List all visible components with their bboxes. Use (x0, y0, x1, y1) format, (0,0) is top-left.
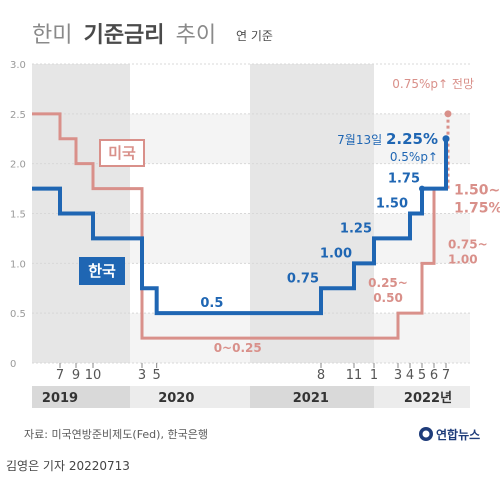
x-tick-label: 3 (138, 368, 146, 383)
x-tick-label: 3 (394, 368, 402, 383)
data-label-us: 0.75~ (448, 237, 488, 251)
x-tick-label: 11 (346, 368, 363, 383)
year-label: 2019 (42, 391, 78, 406)
data-label-korea: 1.50 (376, 197, 408, 212)
series-marks (32, 110, 452, 340)
data-label-us: 1.75% (454, 201, 500, 217)
data-label-korea: 0.5 (200, 296, 223, 311)
series-line-korea (32, 138, 448, 316)
x-tick-label: 8 (317, 368, 325, 383)
legend-box (79, 257, 125, 285)
y-tick-label: 2.5 (10, 110, 26, 121)
year-label: 2020 (158, 391, 194, 406)
data-label-us: 0.25~ (368, 276, 408, 290)
globe-icon-center (422, 430, 430, 438)
yonhap-logo: 연합뉴스 (419, 427, 480, 442)
x-tick-label: 6 (430, 368, 438, 383)
year-strip-band (250, 386, 374, 408)
us-forecast-label: 0.75%p↑ 전망 (392, 77, 474, 91)
korea-end-point (442, 135, 450, 143)
data-label-korea: 0.75 (287, 271, 319, 286)
series-name-box: 한국 (79, 257, 125, 285)
data-label-us: 1.50~ (454, 183, 500, 199)
data-label-korea: 1.75 (388, 172, 420, 187)
series-name: 미국 (108, 144, 136, 162)
title-part-2: 기준금리 (84, 23, 165, 48)
year-label: 2022년 (404, 391, 452, 406)
callout-change: 0.5%p↑ (390, 150, 438, 164)
x-tick-label: 7 (442, 368, 450, 383)
y-tick-label: 0 (10, 359, 16, 370)
title-part-3: 추이 (176, 23, 216, 48)
logo-text: 연합뉴스 (436, 427, 480, 442)
legend-box (99, 139, 145, 167)
x-tick-label: 7 (56, 368, 64, 383)
source-note: 자료: 미국연방준비제도(Fed), 한국은행 (24, 428, 208, 441)
x-tick-label: 1 (370, 368, 378, 383)
us-forecast-point (444, 110, 452, 118)
page-title: 한미 기준금리 추이 (32, 23, 216, 48)
x-tick-label: 5 (153, 368, 161, 383)
series-name: 한국 (88, 262, 116, 280)
series-name-box: 미국 (99, 139, 145, 167)
data-label-us: 0.50 (373, 291, 403, 305)
y-tick-label: 2.0 (10, 160, 26, 171)
year-label: 2021 (293, 391, 329, 406)
callout-date: 7월13일 (337, 133, 386, 147)
data-label-us: 1.00 (448, 252, 478, 266)
data-label-korea: 1.25 (340, 221, 372, 236)
data-label-us: 0~0.25 (214, 341, 262, 355)
x-tick-label: 4 (406, 368, 414, 383)
title-part-1: 한미 (32, 23, 72, 48)
x-tick-label: 9 (72, 368, 80, 383)
x-tick-label: 5 (418, 368, 426, 383)
y-tick-label: 0.5 (10, 309, 26, 320)
korea-point (419, 185, 425, 192)
year-strip-band (32, 386, 130, 408)
y-tick-label: 1.5 (10, 210, 26, 221)
data-label-korea: 1.00 (320, 246, 352, 261)
credit-line: 김영은 기자 20220713 (6, 459, 130, 473)
korea-callout: 7월13일 2.25% (337, 130, 438, 148)
y-tick-label: 3.0 (10, 60, 26, 71)
unit-label: 연 기준 (236, 29, 273, 43)
callout-value: 2.25% (386, 130, 438, 148)
x-tick-label: 10 (85, 368, 102, 383)
y-tick-label: 1.0 (10, 259, 26, 270)
